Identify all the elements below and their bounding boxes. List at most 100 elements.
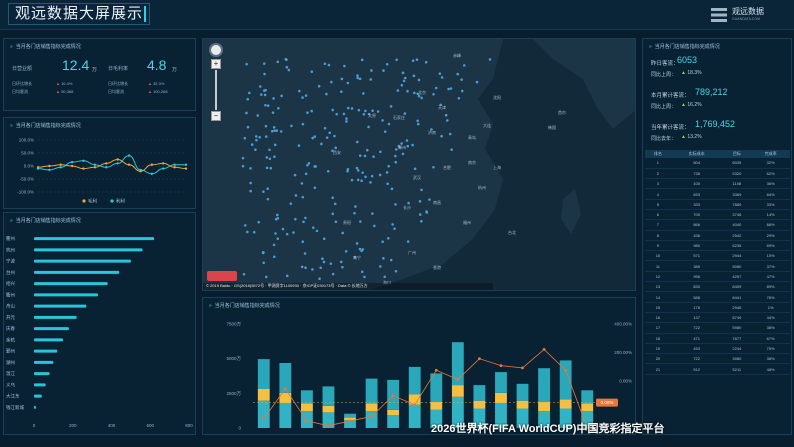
store-marker <box>358 247 362 251</box>
store-marker <box>362 112 366 116</box>
store-marker <box>265 156 269 159</box>
table-row: 20 722 3980 38% <box>645 353 790 365</box>
store-marker <box>266 197 270 201</box>
city-label: 首尔 <box>558 109 566 115</box>
store-marker <box>397 144 401 148</box>
store-marker <box>456 72 460 76</box>
data-point <box>162 167 165 170</box>
stat-1-label: 昨日客流： <box>651 61 679 67</box>
map-panel[interactable]: 赤峰 沈阳 大连 北京 天津 石家庄 太原 济南 青岛 郑州 西安 南京 合肥 武汉 上海 杭州 长沙 南昌 福州 贵… <box>202 38 636 291</box>
store-marker <box>276 216 280 220</box>
map-attribution: © 2019 Baidu · GS(2018)5572号 · 甲测资字11009… <box>203 283 493 290</box>
city-label: 合肥 <box>443 164 451 170</box>
store-marker <box>249 181 252 185</box>
store-marker <box>356 178 360 182</box>
store-marker <box>449 87 453 90</box>
bar-segment <box>257 359 270 389</box>
store-marker <box>245 111 248 115</box>
table-cell: 89% <box>751 281 790 293</box>
store-marker <box>393 154 397 158</box>
table-cell: 62% <box>751 168 790 180</box>
store-marker <box>241 156 245 160</box>
table-cell: 19 <box>645 343 671 355</box>
store-marker <box>383 275 387 279</box>
bar <box>34 405 36 409</box>
bar-segment <box>257 389 270 401</box>
data-point <box>48 164 51 168</box>
store-marker <box>252 230 256 234</box>
table-cell: 5 <box>645 199 671 210</box>
city-label: 沈阳 <box>493 94 501 100</box>
data-point <box>184 167 188 170</box>
table-cell: 8 <box>645 230 671 241</box>
store-marker <box>334 220 338 224</box>
store-marker <box>382 257 385 260</box>
table-row: 14 588 8441 76% <box>645 291 790 303</box>
city-label: 大连 <box>483 122 491 128</box>
store-marker <box>319 266 322 270</box>
store-marker <box>444 113 448 117</box>
logo-subtext: GUANDATA.COM <box>732 17 761 21</box>
bar-segment <box>538 411 551 428</box>
store-marker <box>407 201 410 205</box>
store-marker <box>488 58 492 61</box>
kpi-left-row1-label: 日环比增长 <box>12 81 32 86</box>
logo-text: 观远数据 <box>732 7 764 16</box>
store-marker <box>341 265 344 269</box>
data-point <box>105 162 108 165</box>
store-marker <box>406 240 410 243</box>
store-marker <box>311 226 315 229</box>
store-marker <box>356 169 360 172</box>
store-marker <box>355 166 359 170</box>
table-cell: 100 <box>670 178 723 190</box>
store-marker <box>430 128 433 131</box>
y-tick-label: 50.0% <box>21 151 34 156</box>
zoom-slider-track[interactable] <box>215 70 217 110</box>
table-row: 16 137 8749 44% <box>645 312 790 324</box>
table-cell: 5980 <box>722 322 752 334</box>
x-tick-label: 600 <box>146 423 154 428</box>
rate-point <box>564 368 568 372</box>
rate-callout <box>596 398 618 407</box>
table-cell: 48% <box>751 363 790 375</box>
map-pan-control[interactable] <box>209 43 223 57</box>
y-tick-label: 0 <box>238 426 241 431</box>
city-label: 上海 <box>493 164 501 170</box>
stacked-bar-chart: 7500万 5000万 2500万 0 400.00% 200.00% 0.00% 0.00% <box>226 322 632 431</box>
bar-segment <box>495 372 507 393</box>
baidu-logo-icon <box>207 271 237 281</box>
bar <box>34 338 64 342</box>
store-marker <box>304 216 307 220</box>
table-cell: 137 <box>670 312 723 324</box>
store-marker <box>289 202 293 205</box>
store-marker <box>359 220 362 223</box>
table-row: 13 830 8409 89% <box>645 281 790 293</box>
store-marker <box>364 109 367 113</box>
city-label: 西安 <box>333 149 341 155</box>
kpi-right-value: 4.8 <box>147 57 167 73</box>
table-cell: 14 <box>645 291 671 303</box>
store-marker <box>292 231 295 234</box>
table-cell: 84% <box>751 188 790 200</box>
bar-segment <box>559 360 572 400</box>
col-header-rate: 完成率 <box>751 150 790 158</box>
store-marker <box>355 140 359 144</box>
store-marker <box>416 119 419 123</box>
store-marker <box>263 72 266 76</box>
category-label: 钱江新城 <box>6 404 24 411</box>
y-tick-label: 100.0% <box>19 138 34 143</box>
store-marker <box>279 130 283 133</box>
zoom-out-button[interactable]: − <box>211 111 221 121</box>
legend-swatch <box>110 199 114 203</box>
zoom-in-button[interactable]: + <box>211 59 221 69</box>
store-marker <box>262 190 265 193</box>
x-tick-label: 0 <box>33 423 36 428</box>
rate-point <box>542 348 546 351</box>
store-marker <box>331 212 335 216</box>
table-cell: 38% <box>751 353 790 365</box>
store-marker <box>285 232 289 236</box>
store-marker <box>391 223 394 226</box>
